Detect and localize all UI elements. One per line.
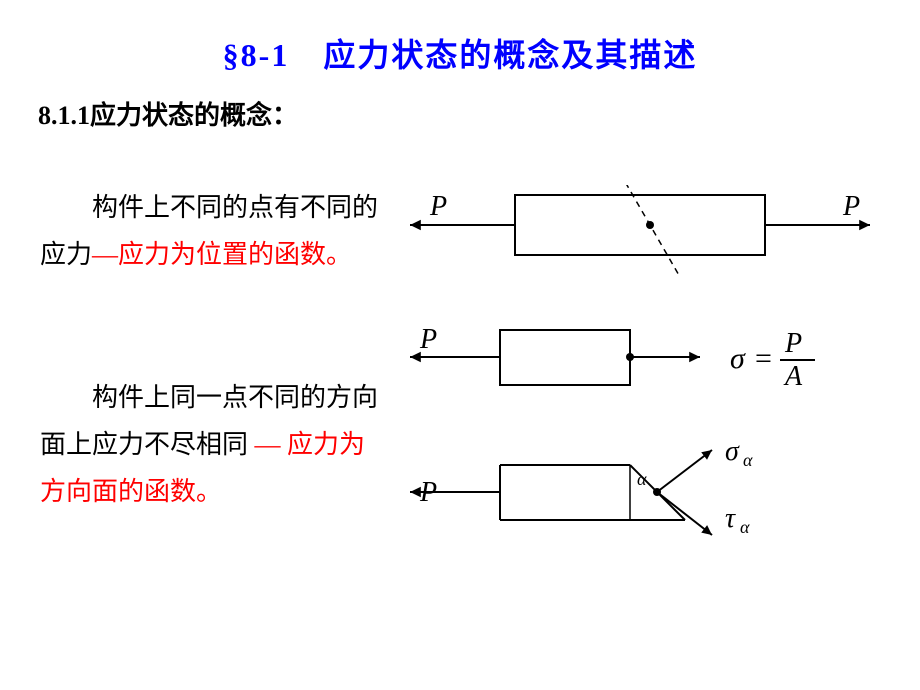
- section-subtitle: 8.1.1应力状态的概念：: [38, 95, 298, 132]
- svg-text:α: α: [637, 469, 647, 489]
- svg-text:σ: σ: [725, 436, 740, 467]
- svg-text:A: A: [783, 361, 803, 392]
- svg-text:=: =: [755, 342, 772, 375]
- paragraph-2: 构件上同一点不同的方向面上应力不尽相同 — 应力为方向面的函数。: [40, 375, 380, 515]
- svg-text:α: α: [743, 450, 753, 470]
- svg-text:σ: σ: [730, 342, 746, 375]
- svg-text:P: P: [784, 328, 802, 359]
- para1-text-b: —应力为位置的函数。: [92, 240, 352, 269]
- svg-text:τ: τ: [725, 503, 736, 534]
- stress-diagrams: PPPσ=PAPασατα: [400, 185, 900, 625]
- paragraph-1: 构件上不同的点有不同的应力—应力为位置的函数。: [40, 185, 380, 279]
- svg-text:P: P: [419, 324, 437, 355]
- diagram-area: PPPσ=PAPασατα: [400, 185, 900, 625]
- svg-text:P: P: [429, 191, 447, 222]
- svg-text:P: P: [842, 191, 860, 222]
- page-title: §8-1 应力状态的概念及其描述: [0, 30, 920, 76]
- svg-text:P: P: [419, 477, 437, 508]
- svg-text:α: α: [740, 517, 750, 537]
